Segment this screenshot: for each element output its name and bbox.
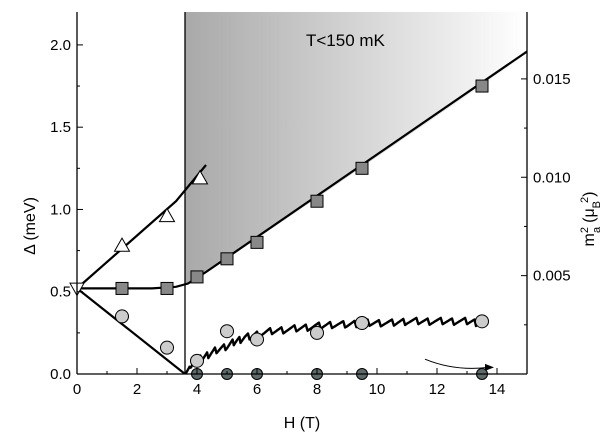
square-point-6 xyxy=(310,194,324,208)
y-left-tick-label-0.5: 0.5 xyxy=(50,284,71,301)
y-right-tick-label-0.010: 0.010 xyxy=(533,169,571,186)
circle-point-4 xyxy=(220,324,234,339)
magnetization-curve xyxy=(184,316,480,374)
y-axis-right-title: m2a(μB2) xyxy=(579,192,603,247)
x-tick-label-12: 12 xyxy=(429,381,446,398)
circle-point-1 xyxy=(115,309,129,324)
x-tick-label-6: 6 xyxy=(253,381,261,398)
square-point-7 xyxy=(355,161,369,175)
triangle-point-3 xyxy=(191,169,209,185)
circle-point-5 xyxy=(250,332,264,347)
square-point-3 xyxy=(190,270,204,284)
x-tick-label-0: 0 xyxy=(73,381,81,398)
circle-point-3 xyxy=(190,353,204,368)
y-left-tick-label-2.0: 2.0 xyxy=(50,37,71,54)
triangle-point-2 xyxy=(158,207,176,223)
square-point-4 xyxy=(220,252,234,266)
x-tick-label-4: 4 xyxy=(193,381,201,398)
y-right-tick-label-0.015: 0.015 xyxy=(533,71,571,88)
circle-point-2 xyxy=(160,340,174,355)
triangle-point-1 xyxy=(113,237,131,252)
square-point-8 xyxy=(475,79,489,93)
square-point-5 xyxy=(250,235,264,249)
circle-point-7 xyxy=(355,315,369,330)
shaded-band xyxy=(185,12,527,286)
circle-point-6 xyxy=(310,325,324,340)
x-tick-label-8: 8 xyxy=(313,381,321,398)
y-axis-left-title: Δ (meV) xyxy=(22,197,39,255)
x-tick-label-2: 2 xyxy=(133,381,141,398)
x-tick-label-10: 10 xyxy=(369,381,386,398)
square-point-2 xyxy=(160,281,174,295)
circle-point-8 xyxy=(475,314,489,329)
annotation-text: T<150 mK xyxy=(306,31,386,50)
fit-line-2 xyxy=(77,50,527,290)
fit-line-3 xyxy=(77,287,186,374)
arrow-line xyxy=(424,358,489,369)
y-left-tick-label-0.0: 0.0 xyxy=(50,366,71,383)
square-point-1 xyxy=(115,281,129,295)
y-left-tick-label-1.5: 1.5 xyxy=(50,119,71,136)
y-left-tick-label-1.0: 1.0 xyxy=(50,201,71,218)
x-axis-title: H (T) xyxy=(284,415,320,432)
arrow-head xyxy=(485,363,494,371)
x-tick-label-14: 14 xyxy=(489,381,506,398)
y-right-tick-label-0.005: 0.005 xyxy=(533,268,571,285)
